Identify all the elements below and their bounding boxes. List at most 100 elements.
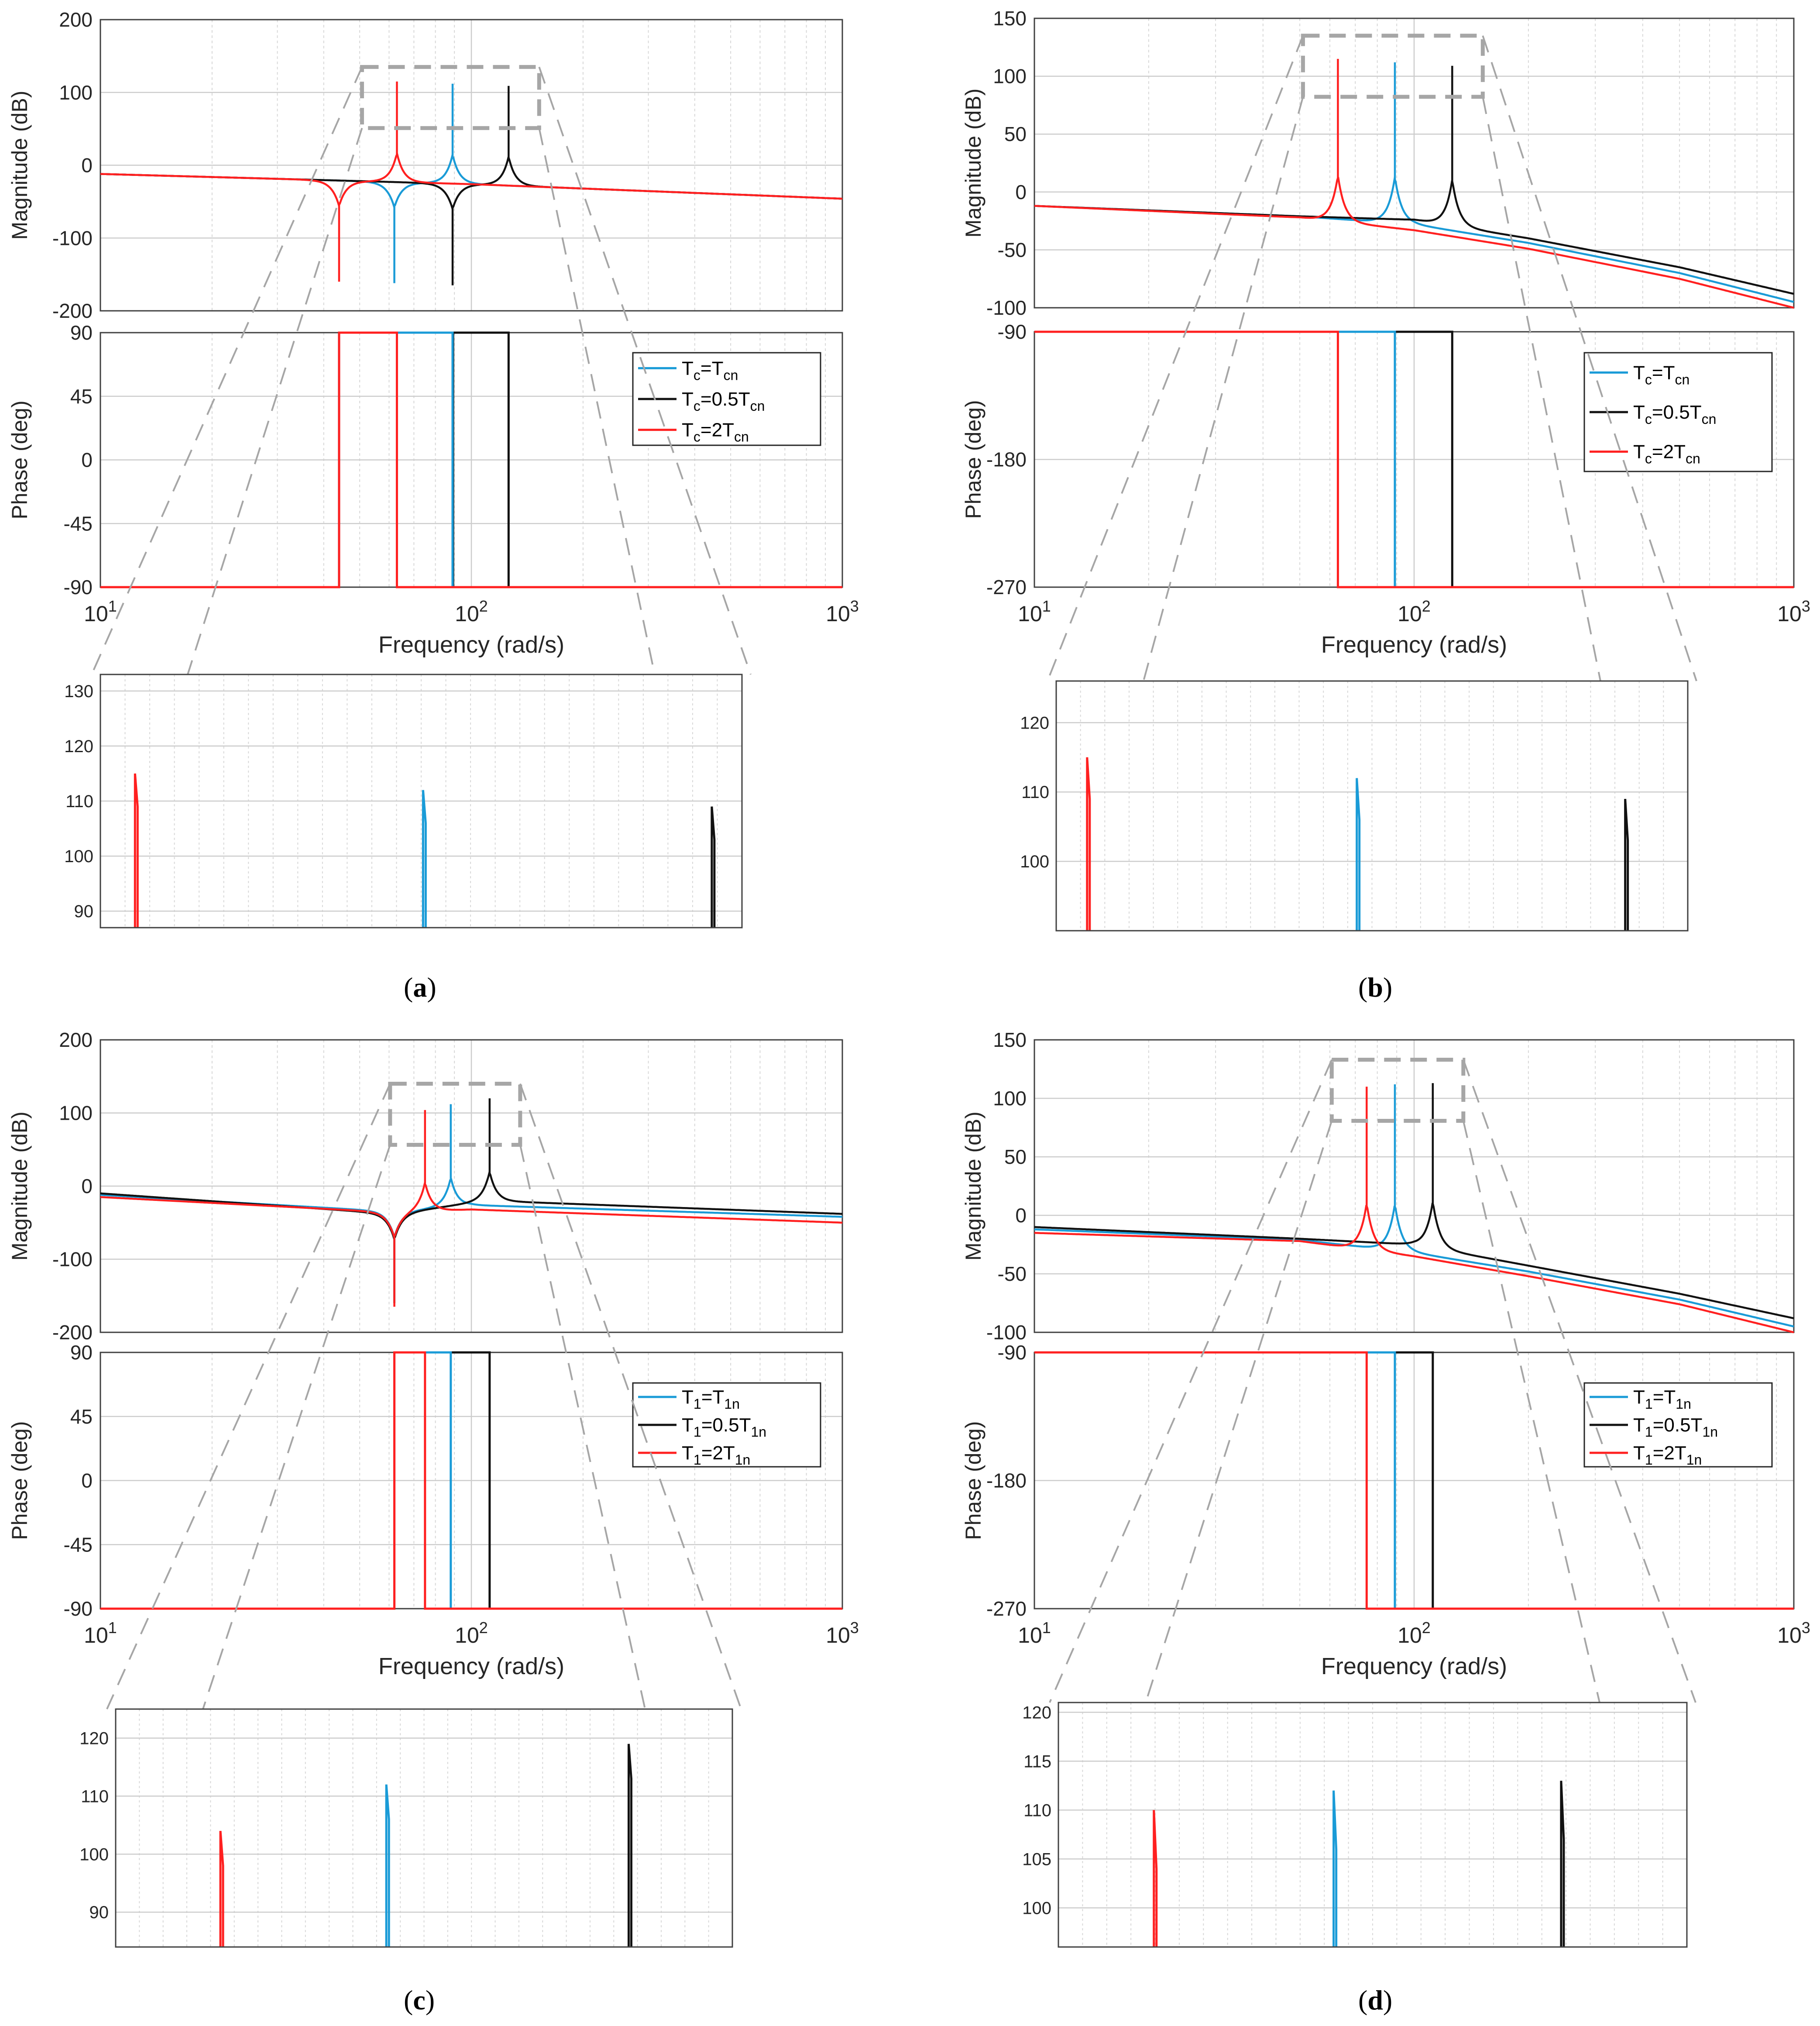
zoom-guide-line — [1482, 35, 1697, 681]
zoom-ytick-label: 110 — [81, 1787, 109, 1806]
phase-ytick-label: 45 — [70, 1405, 93, 1428]
zoom-ytick-label: 120 — [64, 737, 93, 756]
panel-caption-c: (c) — [404, 1985, 435, 2016]
magnitude-line-red — [1034, 177, 1794, 309]
zoom-spike-black — [627, 1744, 632, 1947]
magnitude-ytick-label: 100 — [59, 1102, 93, 1125]
zoom-guide-line — [1145, 1120, 1333, 1703]
magnitude-ylabel: Magnitude (dB) — [7, 1111, 32, 1261]
zoom-spike-red — [1153, 1810, 1158, 1947]
magnitude-ytick-label: 0 — [1015, 181, 1027, 203]
phase-ytick-label: -45 — [64, 512, 93, 535]
zoom-ytick-label: 130 — [64, 682, 93, 701]
frequency-xlabel: Frequency (rad/s) — [378, 1653, 564, 1679]
zoom-ytick-label: 110 — [1023, 1801, 1051, 1820]
magnitude-ylabel: Magnitude (dB) — [961, 1111, 986, 1261]
zoom-spike-red — [219, 1830, 224, 1947]
frequency-xlabel: Frequency (rad/s) — [378, 632, 564, 658]
frequency-tick-label: 103 — [1777, 597, 1810, 626]
zoom-spike-blue — [385, 1784, 390, 1947]
zoom-guide-line — [1143, 96, 1304, 681]
magnitude-ylabel: Magnitude (dB) — [961, 89, 986, 238]
zoom-spike-blue — [1332, 1790, 1338, 1947]
zoom-ytick-label: 100 — [1022, 1899, 1051, 1918]
magnitude-frame — [1034, 1039, 1795, 1333]
bode-panel-a: 200 100 0 -100 -200 Magnitude (dB) 90 45 0 -45 -90… — [7, 8, 859, 929]
bode-panel-d: 150 100 50 0 -50 -100 Magnitude (dB) -90 -180 -27… — [961, 1028, 1810, 1948]
magnitude-ytick-label: -200 — [52, 299, 93, 322]
zoom-ytick-label: 115 — [1023, 1752, 1051, 1771]
frequency-tick-label: 103 — [826, 597, 859, 626]
magnitude-line-red — [100, 151, 843, 208]
zoom-guide-line — [1047, 35, 1304, 681]
magnitude-ytick-label: 150 — [993, 7, 1027, 30]
legend-entry: T1=T1n — [1633, 1386, 1691, 1412]
phase-ytick-label: -90 — [998, 1341, 1027, 1364]
legend-entry: T1=2T1n — [1633, 1442, 1702, 1468]
phase-ytick-label: -90 — [998, 320, 1027, 343]
zoom-spike-black — [1560, 1781, 1565, 1947]
legend-entry: Tc=2Tcn — [1633, 441, 1700, 467]
magnitude-line-red — [1034, 1204, 1794, 1334]
zoom-guide-line — [538, 127, 656, 675]
legend-entry: Tc=0.5Tcn — [682, 389, 765, 414]
magnitude-line-black — [100, 1170, 842, 1241]
legend-entry: T1=0.5T1n — [682, 1414, 766, 1440]
panel-caption-d: (d) — [1358, 1985, 1393, 2016]
zoom-inset-frame — [1058, 1702, 1688, 1948]
magnitude-ytick-label: 100 — [993, 65, 1027, 88]
phase-ytick-label: -180 — [986, 1469, 1027, 1492]
phase-ylabel: Phase (deg) — [7, 1421, 32, 1540]
zoom-guide-line — [538, 66, 752, 675]
zoom-guide-line — [202, 1144, 391, 1710]
zoom-guide-line — [1462, 1121, 1600, 1703]
legend-entry: Tc=2Tcn — [682, 420, 749, 445]
zoom-spike-red — [1086, 757, 1091, 931]
zoom-ytick-label: 120 — [79, 1729, 109, 1748]
zoom-spike-red — [134, 773, 139, 928]
zoom-guide-line — [519, 1145, 646, 1710]
frequency-xlabel: Frequency (rad/s) — [1321, 1653, 1507, 1679]
magnitude-ytick-label: -50 — [998, 238, 1027, 261]
zoom-guide-line — [1482, 96, 1601, 681]
zoom-ytick-label: 120 — [1020, 713, 1049, 733]
phase-ytick-label: 90 — [70, 1341, 93, 1364]
phase-ylabel: Phase (deg) — [961, 1421, 986, 1540]
frequency-tick-label: 101 — [1018, 1619, 1051, 1648]
magnitude-frame — [1034, 17, 1795, 309]
zoom-ytick-label: 100 — [64, 847, 93, 866]
frequency-tick-label: 102 — [1398, 1619, 1431, 1648]
frequency-tick-label: 103 — [826, 1619, 859, 1648]
frequency-tick-label: 102 — [455, 597, 488, 626]
magnitude-ytick-label: -50 — [998, 1262, 1027, 1285]
phase-ytick-label: 0 — [81, 1469, 93, 1492]
zoom-ytick-label: 90 — [89, 1903, 109, 1922]
bode-panel-c: 200 100 0 -100 -200 Magnitude (dB) 90 45 0 -45 -90… — [7, 1028, 859, 1948]
magnitude-ytick-label: -200 — [52, 1321, 93, 1344]
magnitude-ytick-label: 0 — [81, 154, 93, 177]
zoom-ytick-label: 110 — [65, 792, 93, 811]
zoom-guide-line — [1462, 1059, 1696, 1703]
magnitude-ytick-label: -100 — [52, 1248, 93, 1271]
zoom-ytick-label: 120 — [1022, 1703, 1051, 1722]
phase-line-red — [100, 331, 842, 588]
phase-ytick-label: 45 — [70, 385, 93, 408]
legend-entry: Tc=Tcn — [682, 358, 738, 383]
zoom-guide-line — [1049, 1059, 1333, 1703]
legend-entry: T1=2T1n — [682, 1442, 750, 1468]
zoom-spike-black — [711, 806, 716, 928]
zoom-ytick-label: 105 — [1022, 1850, 1051, 1869]
zoom-region-box — [360, 65, 541, 130]
magnitude-ytick-label: 200 — [59, 8, 93, 31]
frequency-tick-label: 101 — [84, 1619, 117, 1648]
zoom-guide-line — [187, 127, 363, 675]
zoom-spike-blue — [422, 790, 427, 928]
magnitude-line-black — [1034, 1202, 1794, 1320]
legend-entry: T1=T1n — [682, 1386, 740, 1412]
zoom-inset-frame — [100, 674, 743, 929]
legend-entry: Tc=Tcn — [1633, 362, 1690, 387]
magnitude-ytick-label: 0 — [1015, 1204, 1027, 1227]
zoom-spike-blue — [1356, 778, 1361, 931]
frequency-tick-label: 101 — [84, 597, 117, 626]
